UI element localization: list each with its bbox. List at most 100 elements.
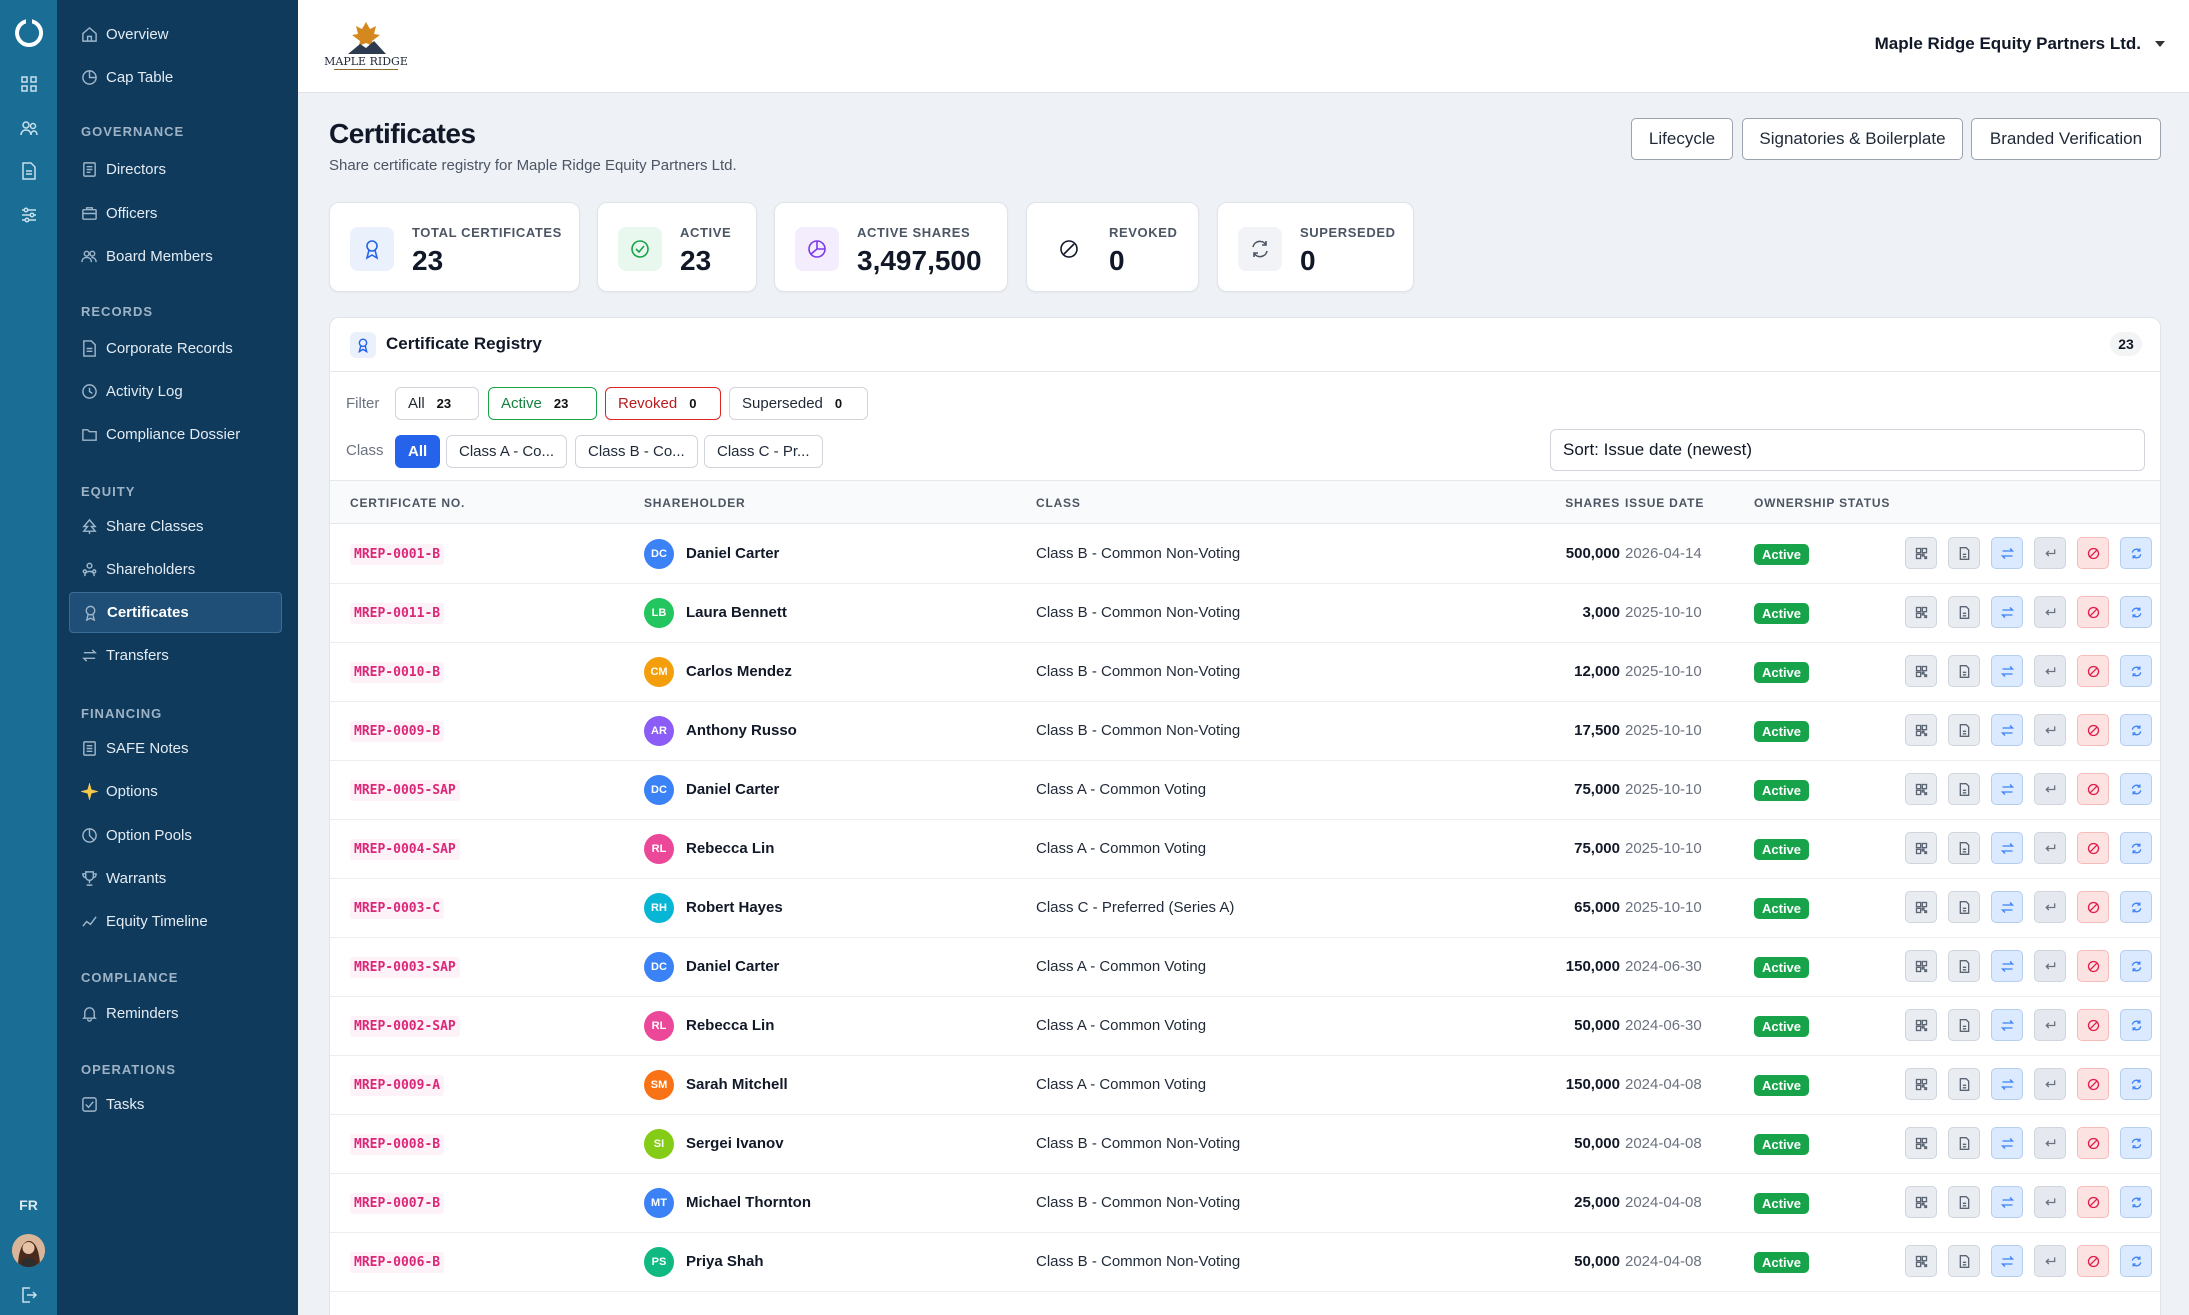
pdf-icon[interactable] [1948,1186,1980,1218]
sidebar-item-reminders[interactable]: Reminders [69,993,282,1034]
pdf-icon[interactable] [1948,1009,1980,1041]
table-row[interactable]: MREP-0001-B DC Daniel Carter Class B - Comm… [330,525,2160,584]
qr-code-icon[interactable] [1905,1009,1937,1041]
return-icon[interactable] [2034,655,2066,687]
transfer-icon[interactable] [1991,773,2023,805]
pdf-icon[interactable] [1948,832,1980,864]
pdf-icon[interactable] [1948,537,1980,569]
table-row[interactable]: MREP-0009-B AR Anthony Russo Class B - Comm… [330,702,2160,761]
pdf-icon[interactable] [1948,655,1980,687]
qr-code-icon[interactable] [1905,655,1937,687]
supersede-icon[interactable] [2120,1245,2152,1277]
return-icon[interactable] [2034,832,2066,864]
return-icon[interactable] [2034,714,2066,746]
transfer-icon[interactable] [1991,1186,2023,1218]
sidebar-item-activity-log[interactable]: Activity Log [69,371,282,412]
qr-code-icon[interactable] [1905,1186,1937,1218]
sidebar-item-officers[interactable]: Officers [69,193,282,234]
certificate-number[interactable]: MREP-0005-SAP [350,780,460,801]
filter-revoked[interactable]: Revoked 0 [605,387,721,420]
table-row[interactable]: MREP-0006-B PS Priya Shah Class B - Common … [330,1233,2160,1292]
supersede-icon[interactable] [2120,773,2152,805]
return-icon[interactable] [2034,950,2066,982]
supersede-icon[interactable] [2120,950,2152,982]
sidebar-item-directors[interactable]: Directors [69,149,282,190]
class-filter-b[interactable]: Class B - Co... [575,435,698,468]
supersede-icon[interactable] [2120,714,2152,746]
supersede-icon[interactable] [2120,1068,2152,1100]
revoke-icon[interactable] [2077,1186,2109,1218]
return-icon[interactable] [2034,1186,2066,1218]
pdf-icon[interactable] [1948,773,1980,805]
supersede-icon[interactable] [2120,832,2152,864]
qr-code-icon[interactable] [1905,950,1937,982]
grid-icon[interactable] [15,70,42,97]
class-filter-all[interactable]: All [395,435,441,468]
sidebar-item-board-members[interactable]: Board Members [69,236,282,277]
supersede-icon[interactable] [2120,891,2152,923]
revoke-icon[interactable] [2077,1009,2109,1041]
certificate-number[interactable]: MREP-0006-B [350,1252,445,1273]
table-row[interactable]: MREP-0007-B MT Michael Thornton Class B - C… [330,1174,2160,1233]
return-icon[interactable] [2034,1127,2066,1159]
class-filter-a[interactable]: Class A - Co... [446,435,568,468]
return-icon[interactable] [2034,537,2066,569]
revoke-icon[interactable] [2077,1068,2109,1100]
certificate-number[interactable]: MREP-0009-A [350,1075,445,1096]
transfer-icon[interactable] [1991,655,2023,687]
table-row[interactable]: MREP-0010-B CM Carlos Mendez Class B - Comm… [330,643,2160,702]
return-icon[interactable] [2034,1009,2066,1041]
return-icon[interactable] [2034,1068,2066,1100]
qr-code-icon[interactable] [1905,1245,1937,1277]
sidebar-item-shareholders[interactable]: Shareholders [69,549,282,590]
revoke-icon[interactable] [2077,596,2109,628]
table-row[interactable]: MREP-0004-SAP RL Rebecca Lin Class A - Comm… [330,820,2160,879]
table-row[interactable]: MREP-0002-SAP RL Rebecca Lin Class A - Comm… [330,997,2160,1056]
sort-select[interactable]: Sort: Issue date (newest) [1550,429,2145,471]
qr-code-icon[interactable] [1905,832,1937,864]
qr-code-icon[interactable] [1905,714,1937,746]
qr-code-icon[interactable] [1905,1127,1937,1159]
pdf-icon[interactable] [1948,1127,1980,1159]
supersede-icon[interactable] [2120,1186,2152,1218]
sidebar-item-share-classes[interactable]: Share Classes [69,506,282,547]
qr-code-icon[interactable] [1905,537,1937,569]
filter-superseded[interactable]: Superseded 0 [729,387,868,420]
qr-code-icon[interactable] [1905,891,1937,923]
sidebar-item-certificates[interactable]: Certificates [69,592,282,633]
file-icon[interactable] [15,157,42,184]
certificate-number[interactable]: MREP-0009-B [350,721,445,742]
transfer-icon[interactable] [1991,1068,2023,1100]
branded-verification-button[interactable]: Branded Verification [1971,118,2161,160]
sidebar-item-cap-table[interactable]: Cap Table [69,57,282,98]
revoke-icon[interactable] [2077,714,2109,746]
pdf-icon[interactable] [1948,891,1980,923]
table-row[interactable]: MREP-0005-SAP DC Daniel Carter Class A - Co… [330,761,2160,820]
revoke-icon[interactable] [2077,950,2109,982]
sidebar-item-equity-timeline[interactable]: Equity Timeline [69,901,282,942]
transfer-icon[interactable] [1991,1009,2023,1041]
revoke-icon[interactable] [2077,655,2109,687]
filter-active[interactable]: Active 23 [488,387,597,420]
lifecycle-button[interactable]: Lifecycle [1631,118,1733,160]
certificate-number[interactable]: MREP-0001-B [350,544,445,565]
revoke-icon[interactable] [2077,832,2109,864]
language-toggle[interactable]: FR [19,1197,38,1213]
sidebar-item-option-pools[interactable]: Option Pools [69,815,282,856]
certificate-number[interactable]: MREP-0004-SAP [350,839,460,860]
certificate-number[interactable]: MREP-0003-SAP [350,957,460,978]
company-switcher[interactable]: Maple Ridge Equity Partners Ltd. [1875,34,2165,54]
supersede-icon[interactable] [2120,596,2152,628]
pdf-icon[interactable] [1948,714,1980,746]
sidebar-item-safe-notes[interactable]: SAFE Notes [69,728,282,769]
revoke-icon[interactable] [2077,537,2109,569]
table-row[interactable]: MREP-0011-B LB Laura Bennett Class B - Comm… [330,584,2160,643]
certificate-number[interactable]: MREP-0011-B [350,603,445,624]
transfer-icon[interactable] [1991,1127,2023,1159]
return-icon[interactable] [2034,1245,2066,1277]
revoke-icon[interactable] [2077,1127,2109,1159]
table-row[interactable]: MREP-0003-C RH Robert Hayes Class C - Prefe… [330,879,2160,938]
qr-code-icon[interactable] [1905,596,1937,628]
sidebar-item-options[interactable]: Options [69,771,282,812]
certificate-number[interactable]: MREP-0003-C [350,898,445,919]
